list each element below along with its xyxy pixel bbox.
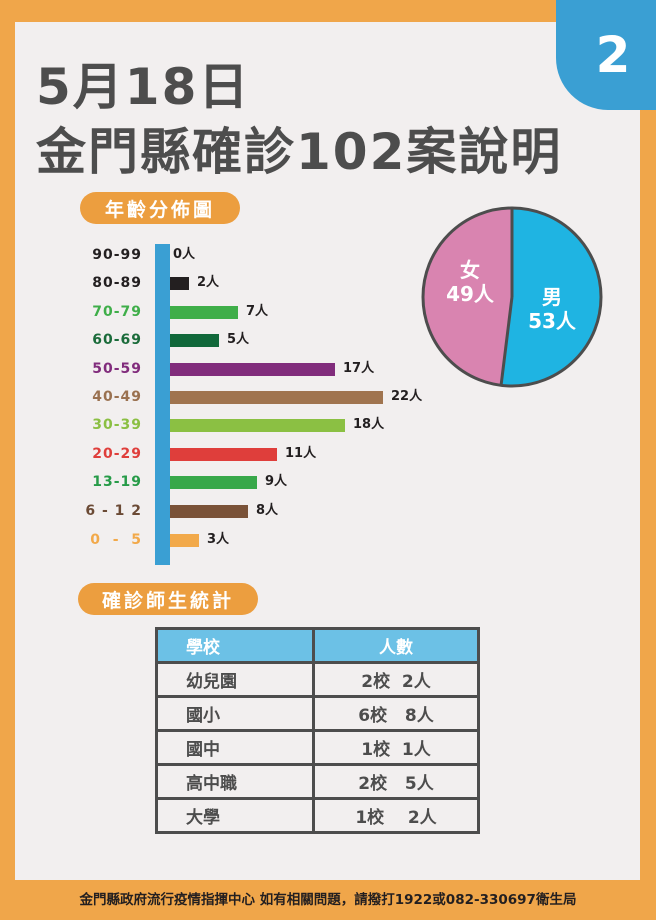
female-slice	[422, 207, 512, 386]
date-heading: 5月18日	[36, 58, 251, 116]
school-count: 1校 1人	[312, 729, 480, 766]
table-header-row: 學校 人數	[155, 627, 480, 664]
age-row: 20-29 11人	[0, 444, 420, 464]
age-range-label: 90-99	[92, 247, 142, 263]
age-bar	[170, 419, 345, 432]
age-count-label: 2人	[197, 275, 220, 290]
age-row: 6 - 1 2 8人	[0, 501, 420, 521]
age-range-label: 50-59	[92, 361, 142, 377]
age-row: 80-89 2人	[0, 273, 420, 293]
age-count-label: 3人	[207, 532, 230, 547]
age-range-label: 80-89	[92, 275, 142, 291]
school-count: 6校 8人	[312, 695, 480, 732]
table-row: 大學 1校 2人	[155, 797, 480, 834]
age-bar	[170, 334, 219, 347]
page-number-badge: 2	[556, 0, 656, 110]
age-count-label: 11人	[285, 446, 317, 461]
age-count-label: 7人	[246, 304, 269, 319]
age-row: 30-39 18人	[0, 415, 420, 435]
school-section-pill: 確診師生統計	[78, 583, 258, 615]
school-count: 2校 5人	[312, 763, 480, 800]
age-bar	[170, 534, 199, 547]
pie-outline	[421, 206, 603, 388]
table-row: 高中職 2校 5人	[155, 763, 480, 800]
age-section-title: 年齡分佈圖	[104, 198, 215, 221]
school-name: 幼兒園	[155, 661, 315, 698]
age-range-label: 70-79	[92, 304, 142, 320]
age-range-label: 60-69	[92, 332, 142, 348]
age-count-label: 9人	[265, 474, 288, 489]
age-count-label: 8人	[256, 503, 279, 518]
female-label: 女 49人	[446, 258, 494, 306]
age-bar	[170, 391, 383, 404]
school-count: 1校 2人	[312, 797, 480, 834]
pie-divider	[499, 296, 514, 386]
column-header-count: 人數	[312, 627, 480, 664]
male-label: 男 53人	[528, 285, 576, 333]
age-bar	[170, 448, 277, 461]
gender-pie-chart	[421, 206, 603, 388]
age-bar	[170, 277, 189, 290]
age-count-label: 18人	[353, 417, 385, 432]
age-range-label: 40-49	[92, 389, 142, 405]
column-header-school: 學校	[155, 627, 315, 664]
page-number: 2	[595, 26, 631, 84]
age-row: 90-99 0人	[0, 245, 420, 265]
school-count: 2校 2人	[312, 661, 480, 698]
footer-contact: 金門縣政府流行疫情指揮中心 如有相關問題，請撥打1922或082-330697衛…	[79, 892, 577, 908]
age-range-label: 30-39	[92, 417, 142, 433]
age-row: 13-19 9人	[0, 472, 420, 492]
school-name: 國中	[155, 729, 315, 766]
age-bar	[170, 476, 257, 489]
age-bar	[170, 363, 335, 376]
age-range-label: 20-29	[92, 446, 142, 462]
table-row: 國小 6校 8人	[155, 695, 480, 732]
age-count-label: 17人	[343, 361, 375, 376]
table-row: 國中 1校 1人	[155, 729, 480, 766]
age-row: 0 - 5 3人	[0, 530, 420, 550]
age-section-pill: 年齡分佈圖	[80, 192, 240, 224]
age-row: 70-79 7人	[0, 302, 420, 322]
age-bar	[170, 505, 248, 518]
school-name: 高中職	[155, 763, 315, 800]
age-count-label: 22人	[391, 389, 423, 404]
age-count-label: 0人	[173, 247, 196, 262]
age-range-label: 6 - 1 2	[85, 503, 142, 519]
age-bar	[170, 306, 238, 319]
school-name: 國小	[155, 695, 315, 732]
table-row: 幼兒園 2校 2人	[155, 661, 480, 698]
age-range-label: 13-19	[92, 474, 142, 490]
age-row: 40-49 22人	[0, 387, 423, 407]
chart-axis	[155, 244, 170, 565]
school-section-title: 確診師生統計	[101, 589, 234, 612]
age-count-label: 5人	[227, 332, 250, 347]
school-stats-table: 學校 人數 幼兒園 2校 2人 國小 6校 8人 國中 1校 1人 高中職 2校…	[155, 627, 480, 834]
school-name: 大學	[155, 797, 315, 834]
age-range-label: 0 - 5	[90, 532, 142, 548]
page-title: 金門縣確診102案說明	[36, 123, 563, 181]
age-row: 60-69 5人	[0, 330, 420, 350]
age-row: 50-59 17人	[0, 359, 420, 379]
